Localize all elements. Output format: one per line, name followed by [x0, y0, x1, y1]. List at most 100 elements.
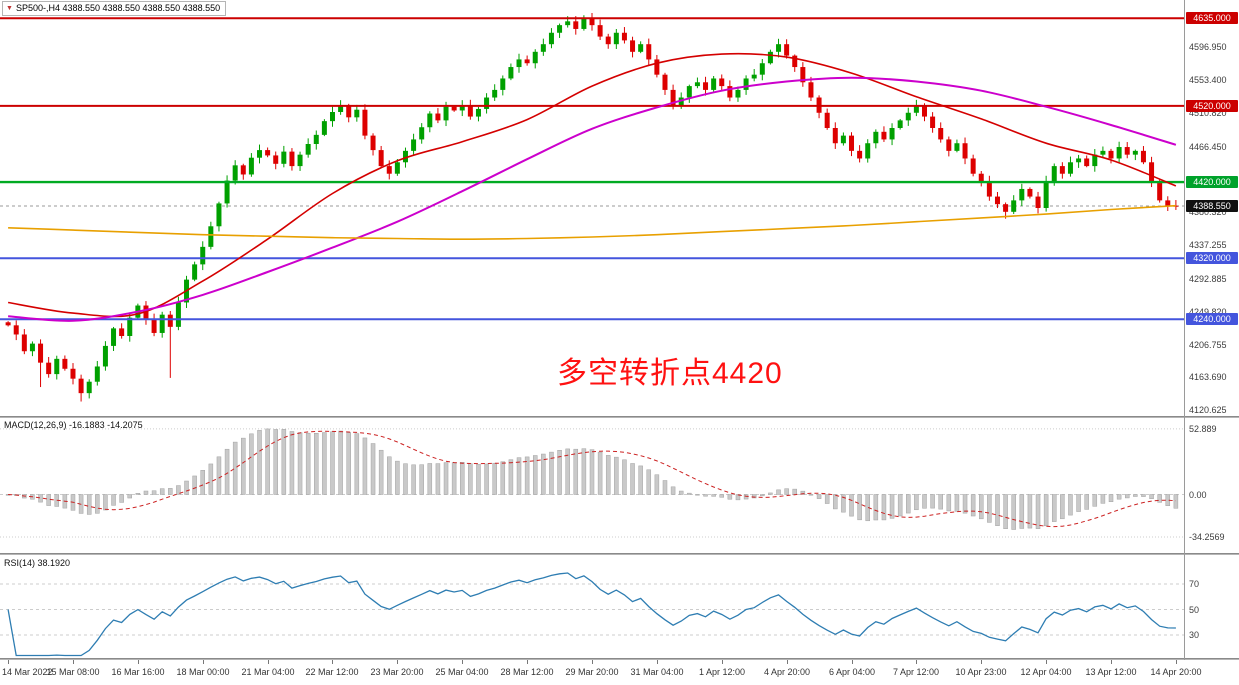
macd-histogram-bar — [184, 480, 189, 495]
macd-histogram-bar — [289, 431, 295, 495]
macd-histogram-bar — [1003, 494, 1008, 529]
annotation-text[interactable]: 多空转折点4420 — [557, 357, 783, 390]
macd-histogram-bar — [273, 429, 278, 495]
candle-body — [1035, 196, 1041, 208]
macd-histogram-bar — [387, 456, 392, 495]
candle-body — [1027, 188, 1033, 197]
macd-histogram-bar — [760, 494, 765, 497]
candle-body — [119, 328, 125, 336]
candle-body — [475, 108, 481, 117]
macd-histogram-bar — [678, 490, 684, 495]
macd-histogram-bar — [370, 443, 376, 495]
macd-histogram-bar — [1019, 494, 1025, 529]
main-chart-svg[interactable] — [0, 0, 1184, 416]
collapse-triangle-icon[interactable]: ▼ — [6, 5, 13, 12]
macd-histogram-bar — [95, 494, 100, 514]
macd-histogram-bar — [151, 490, 157, 495]
price-tick-label: 4553.400 — [1189, 75, 1227, 86]
macd-histogram-bar — [1116, 494, 1122, 500]
candle-body — [1084, 158, 1090, 167]
candle-body — [362, 109, 368, 136]
candle-body — [630, 40, 636, 52]
candle-body — [208, 226, 214, 247]
candle-body — [257, 150, 263, 158]
macd-histogram-bar — [800, 490, 806, 495]
macd-histogram-bar — [638, 465, 643, 495]
candle-body — [727, 86, 733, 98]
candle-body — [70, 368, 76, 379]
macd-histogram-bar — [979, 494, 984, 520]
time-axis-tick — [332, 660, 333, 664]
macd-histogram-bar — [1157, 494, 1162, 503]
axis-border-line — [1184, 0, 1185, 660]
candle-body — [662, 74, 668, 90]
candle-body — [1051, 166, 1057, 182]
macd-histogram-bar — [516, 457, 522, 495]
candle-body — [167, 314, 173, 327]
time-label: 12 Apr 04:00 — [1020, 667, 1072, 677]
macd-histogram-bar — [792, 488, 797, 495]
time-label: 31 Mar 04:00 — [630, 667, 684, 677]
macd-histogram-bar — [670, 486, 676, 495]
macd-histogram-bar — [524, 456, 530, 495]
time-label: 25 Mar 04:00 — [435, 667, 489, 677]
candle-body — [394, 162, 400, 174]
time-axis-tick — [73, 660, 74, 664]
time-axis-tick — [722, 660, 723, 664]
candle-body — [240, 165, 246, 175]
candle-body — [970, 158, 976, 174]
candle-body — [200, 246, 206, 265]
candle-body — [21, 334, 27, 352]
macd-histogram — [5, 428, 1179, 530]
candle-body — [573, 21, 579, 29]
macd-histogram-bar — [330, 431, 335, 495]
candle-body — [759, 63, 765, 75]
rsi-panel[interactable]: RSI(14) 38.1920 — [0, 556, 1184, 658]
panel-separator[interactable] — [0, 416, 1239, 418]
candle-body — [354, 109, 360, 118]
macd-histogram-bar — [532, 455, 538, 495]
macd-histogram-bar — [614, 456, 619, 495]
macd-axis-label: -34.2569 — [1189, 531, 1225, 542]
candle-body — [1011, 200, 1017, 212]
macd-histogram-bar — [565, 448, 570, 495]
time-axis-tick — [1176, 660, 1177, 664]
level-price-badge: 4635.000 — [1186, 12, 1238, 25]
macd-histogram-bar — [930, 494, 935, 509]
candle-body — [670, 89, 676, 106]
candle-body — [451, 106, 457, 111]
candle-body — [248, 157, 254, 175]
price-tick-label: 4337.255 — [1189, 240, 1227, 251]
macd-histogram-bar — [589, 449, 595, 495]
time-label: 14 Mar 2022 — [2, 667, 53, 677]
candle-body — [792, 55, 798, 68]
time-axis-tick — [657, 660, 658, 664]
macd-histogram-bar — [654, 474, 660, 495]
macd-histogram-bar — [1011, 494, 1016, 530]
candle-body — [857, 150, 863, 159]
candle-body — [1157, 181, 1163, 201]
panel-separator[interactable] — [0, 658, 1239, 660]
macd-histogram-bar — [824, 494, 830, 504]
macd-histogram-bar — [687, 492, 692, 495]
candle-body — [865, 143, 871, 159]
candle-body — [540, 44, 546, 52]
candle-body — [5, 322, 11, 326]
rsi-svg[interactable] — [0, 556, 1184, 658]
time-axis[interactable]: 14 Mar 2022 15 Mar 08:00 16 Mar 16:00 18 Ma… — [0, 660, 1239, 685]
candle-body — [94, 366, 100, 382]
macd-histogram-bar — [962, 494, 968, 514]
macd-histogram-bar — [1076, 494, 1081, 512]
main-chart[interactable]: ▼ SP500-,H4 4388.550 4388.550 4388.550 43… — [0, 0, 1184, 416]
macd-panel[interactable]: MACD(12,26,9) -16.1883 -14.2075 — [0, 418, 1184, 553]
candle-body — [459, 105, 465, 111]
time-label: 28 Mar 12:00 — [500, 667, 554, 677]
macd-histogram-bar — [216, 456, 222, 495]
candle-body — [1092, 154, 1098, 167]
candle-body — [524, 59, 530, 64]
price-axis[interactable]: 4596.950 4553.400 4510.820 4466.450 4380.320… — [1185, 0, 1239, 660]
panel-separator[interactable] — [0, 553, 1239, 555]
rsi-line — [7, 572, 1176, 657]
macd-svg[interactable] — [0, 418, 1184, 553]
candle-body — [597, 25, 603, 37]
